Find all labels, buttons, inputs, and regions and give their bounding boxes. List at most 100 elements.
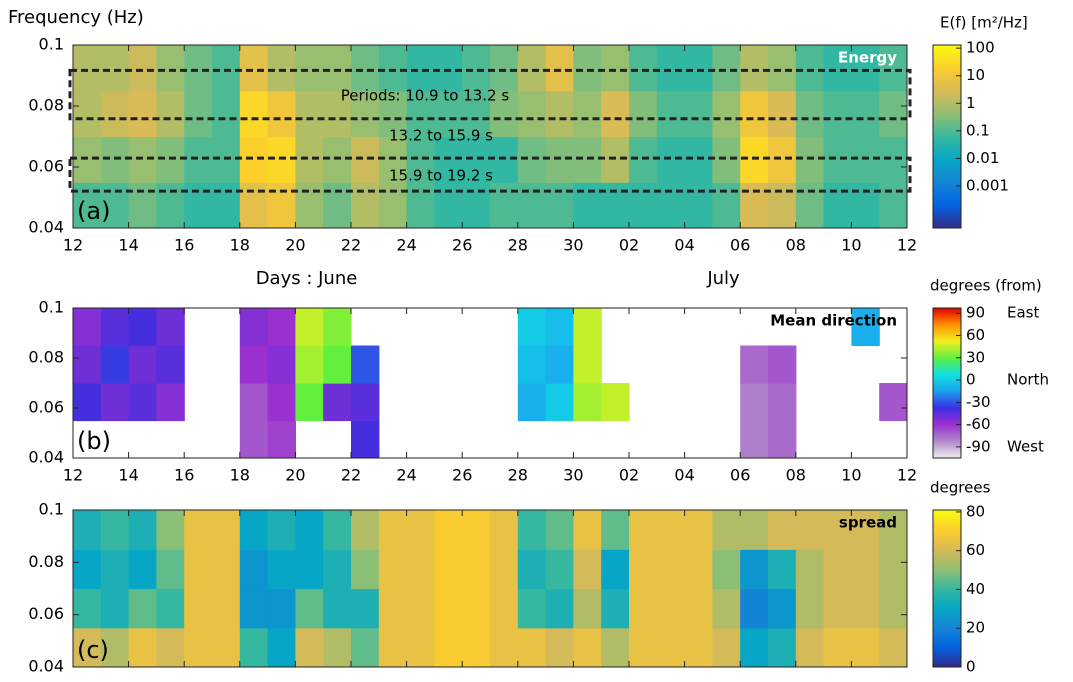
panel-title: spread [839, 514, 897, 532]
heat-cell [378, 549, 408, 590]
heat-cell [490, 588, 519, 629]
heat-cell [100, 308, 130, 347]
heat-cell [851, 588, 880, 629]
heat-cell [100, 510, 130, 550]
heat-cell [545, 627, 574, 667]
heat-cell [740, 383, 769, 422]
heat-cell [851, 90, 880, 138]
heat-cell [323, 588, 352, 629]
heat-cell [267, 345, 296, 384]
x-tick-label: 14 [118, 466, 138, 485]
heat-cell [517, 588, 547, 629]
heat-cell [323, 45, 352, 92]
x-tick-label: 30 [563, 236, 583, 255]
heat-cell [545, 588, 574, 629]
x-tick-label: 18 [230, 466, 250, 485]
heat-cell [517, 136, 547, 183]
heat-cell [323, 136, 352, 183]
x-tick-label: 30 [563, 466, 583, 485]
heat-cell [73, 549, 102, 590]
heat-cell [156, 383, 185, 422]
heat-cell [323, 383, 352, 422]
heat-cell [295, 136, 324, 183]
heat-cell [795, 510, 825, 550]
heat-cell [73, 588, 102, 629]
heat-cell [100, 136, 130, 183]
heat-cell [267, 90, 296, 138]
colorbar-title: degrees [930, 479, 991, 497]
x-tick-label: 02 [619, 236, 639, 255]
plot-frame [72, 509, 908, 668]
heat-cell [740, 420, 769, 458]
heat-cell [434, 627, 463, 667]
heat-cell [629, 588, 658, 629]
colorbar [932, 509, 962, 668]
heat-cell [73, 627, 102, 667]
heat-cell [656, 627, 686, 667]
colorbar-side-label: North [1007, 371, 1049, 389]
heat-cell [768, 627, 797, 667]
y-tick-label: 0.04 [28, 657, 64, 676]
heatmap [73, 510, 907, 667]
heat-cell [629, 90, 658, 138]
heat-cell [295, 345, 324, 384]
period-box [68, 68, 912, 121]
heat-cell [156, 549, 185, 590]
heat-cell [351, 345, 380, 384]
heat-cell [601, 549, 630, 590]
heat-cell [629, 549, 658, 590]
heat-cell [378, 510, 408, 550]
heat-cell [212, 588, 241, 629]
x-tick-label: 08 [786, 236, 806, 255]
heat-cell [462, 45, 491, 92]
heat-cell [351, 182, 380, 228]
heat-cell [740, 45, 769, 92]
heatmap [73, 45, 907, 228]
x-tick-label: 20 [285, 236, 305, 255]
heat-cell [239, 182, 269, 228]
heat-cell [100, 588, 130, 629]
heat-cell [656, 90, 686, 138]
heat-cell [740, 182, 769, 228]
heat-cell [517, 627, 547, 667]
panel-label: (a) [77, 197, 110, 225]
heat-cell [351, 588, 380, 629]
colorbar-tick-label: 0 [966, 658, 976, 676]
heat-cell [434, 549, 463, 590]
heat-cell [656, 45, 686, 92]
heat-cell [823, 627, 852, 667]
heat-cell [156, 510, 185, 550]
heat-cell [823, 510, 852, 550]
y-tick-label: 0.08 [28, 96, 64, 115]
heat-cell [462, 627, 491, 667]
heat-cell [295, 308, 324, 347]
heat-cell [629, 45, 658, 92]
heat-cell [490, 136, 519, 183]
colorbar-tick-label: 80 [966, 502, 985, 520]
heat-cell [573, 90, 602, 138]
heat-cell [434, 588, 463, 629]
heat-cell [267, 420, 296, 458]
colorbar-tick-label: 1 [966, 94, 976, 112]
heat-cell [545, 308, 574, 347]
heat-cell [434, 136, 463, 183]
period-label: Periods: 10.9 to 13.2 s [341, 87, 510, 105]
heat-cell [795, 588, 825, 629]
heat-cell [156, 90, 185, 138]
heat-cell [851, 510, 880, 550]
heat-cell [406, 136, 435, 183]
heat-cell [545, 510, 574, 550]
heat-cell [239, 45, 269, 92]
heat-cell [517, 383, 547, 422]
x-tick-label: 06 [730, 466, 750, 485]
heat-cell [406, 182, 435, 228]
heat-cell [100, 549, 130, 590]
heat-cell [406, 549, 435, 590]
colorbar-tick-label: 10 [966, 66, 985, 84]
heat-cell [239, 627, 269, 667]
heat-cell [378, 45, 408, 92]
heat-cell [156, 588, 185, 629]
y-tick-label: 0.06 [28, 398, 64, 417]
heat-cell [768, 510, 797, 550]
heat-cell [601, 90, 630, 138]
